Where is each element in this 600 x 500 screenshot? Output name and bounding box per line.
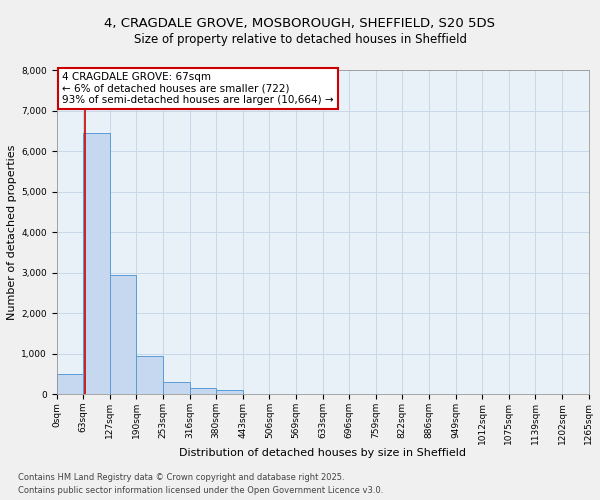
Bar xyxy=(110,275,136,394)
Bar xyxy=(190,388,216,394)
Bar xyxy=(56,374,83,394)
Bar xyxy=(216,390,243,394)
Text: 4 CRAGDALE GROVE: 67sqm
← 6% of detached houses are smaller (722)
93% of semi-de: 4 CRAGDALE GROVE: 67sqm ← 6% of detached… xyxy=(62,72,334,106)
Bar xyxy=(136,356,163,394)
X-axis label: Distribution of detached houses by size in Sheffield: Distribution of detached houses by size … xyxy=(179,448,466,458)
Text: 4, CRAGDALE GROVE, MOSBOROUGH, SHEFFIELD, S20 5DS: 4, CRAGDALE GROVE, MOSBOROUGH, SHEFFIELD… xyxy=(104,18,496,30)
Bar xyxy=(83,133,110,394)
Y-axis label: Number of detached properties: Number of detached properties xyxy=(7,144,17,320)
Bar xyxy=(163,382,190,394)
Text: Contains public sector information licensed under the Open Government Licence v3: Contains public sector information licen… xyxy=(18,486,383,495)
Text: Size of property relative to detached houses in Sheffield: Size of property relative to detached ho… xyxy=(133,32,467,46)
Text: Contains HM Land Registry data © Crown copyright and database right 2025.: Contains HM Land Registry data © Crown c… xyxy=(18,474,344,482)
